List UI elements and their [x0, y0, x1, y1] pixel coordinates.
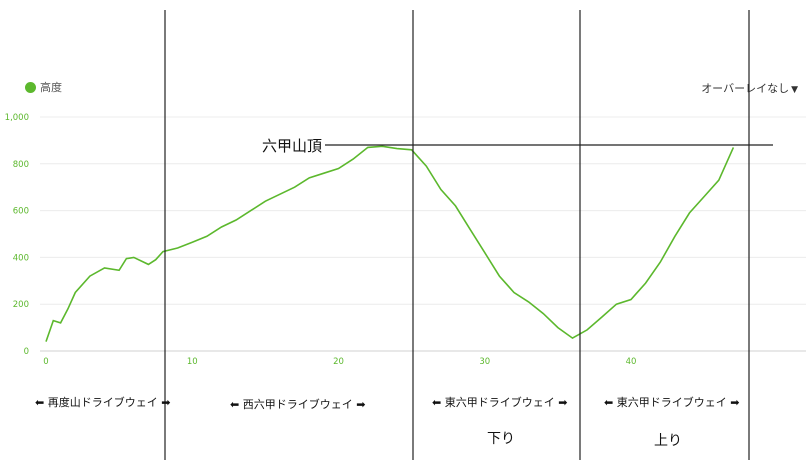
chart-legend[interactable]: 高度 — [25, 79, 62, 95]
y-tick-label: 1,000 — [5, 113, 29, 123]
y-tick-label: 400 — [13, 253, 29, 263]
segment-label-3: ⬅ 東六甲ドライブウェイ ➡ — [432, 396, 568, 409]
x-tick-label: 40 — [626, 357, 637, 367]
y-tick-label: 800 — [13, 160, 29, 170]
y-tick-label: 200 — [13, 300, 29, 310]
caret-down-icon: ▼ — [791, 85, 798, 95]
legend-label: 高度 — [40, 81, 62, 94]
y-tick-label: 0 — [24, 347, 29, 357]
x-tick-label: 30 — [479, 357, 490, 367]
grid-lines — [40, 116, 806, 352]
ascent-label: 上り — [654, 433, 682, 449]
peak-annotation: 六甲山頂 — [262, 137, 323, 155]
legend-dot-icon — [25, 81, 36, 93]
x-tick-label: 0 — [43, 357, 48, 367]
overlay-dropdown[interactable]: オーバーレイなし ▼ — [701, 80, 798, 96]
x-axis-ticks: 0 10 20 30 40 — [43, 357, 636, 367]
segment-label-4: ⬅ 東六甲ドライブウェイ ➡ — [604, 396, 740, 409]
overlay-label: オーバーレイなし — [701, 82, 790, 95]
x-tick-label: 20 — [333, 357, 344, 367]
x-tick-label: 10 — [187, 357, 198, 367]
descent-label: 下り — [487, 431, 515, 447]
segment-label-2: ⬅ 西六甲ドライブウェイ ➡ — [230, 398, 366, 411]
annotation-lines — [164, 10, 773, 460]
y-tick-label: 600 — [13, 207, 29, 217]
elevation-series-line — [45, 145, 735, 342]
y-axis-ticks: 0 200 400 600 800 1,000 — [5, 113, 29, 357]
segment-label-1: ⬅ 再度山ドライブウェイ ➡ — [35, 396, 171, 409]
